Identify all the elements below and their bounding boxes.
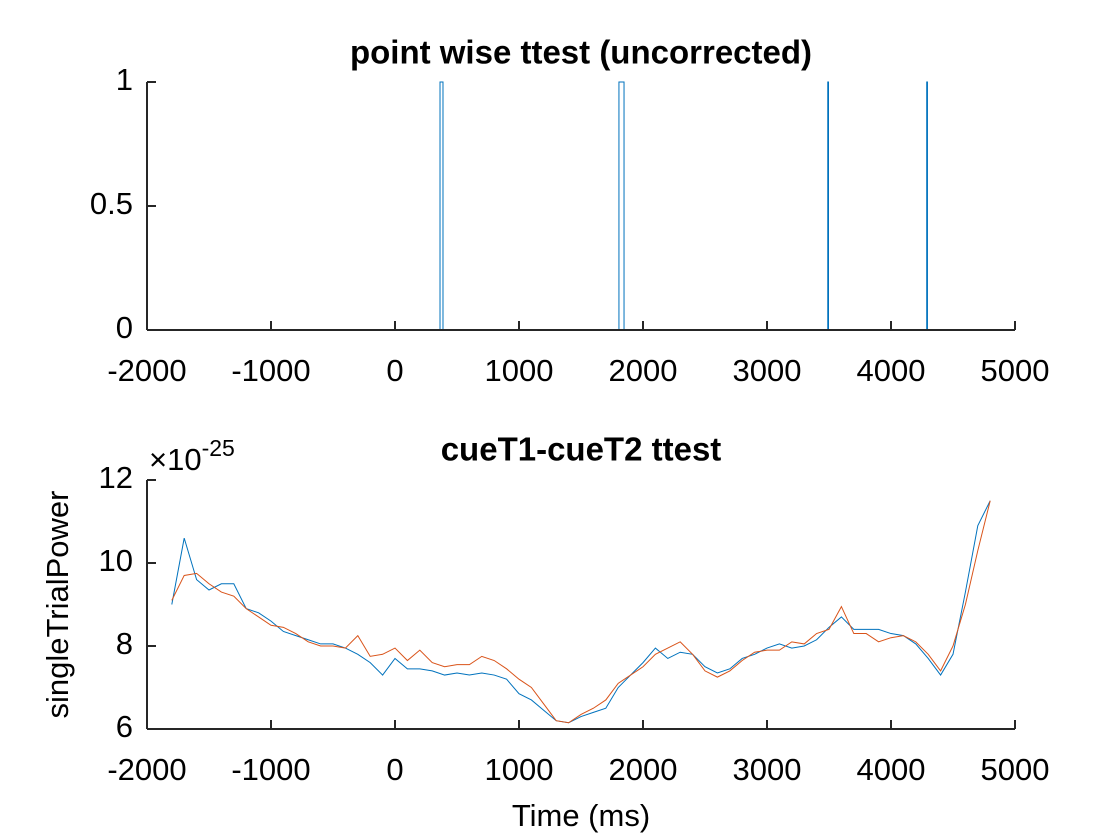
x-tick-label: 4000: [857, 752, 926, 787]
y-tick-label: 6: [116, 709, 133, 744]
data-line: [171, 500, 991, 724]
y-multiplier: ×10-25: [149, 435, 235, 477]
x-tick-label: 2000: [609, 752, 678, 787]
x-tick-label: 5000: [981, 752, 1050, 787]
x-tick-label: -2000: [107, 752, 186, 787]
x-tick-label: 3000: [733, 752, 802, 787]
y-tick-label: 10: [99, 543, 133, 578]
chart-title: point wise ttest (uncorrected): [350, 34, 812, 71]
y-tick-label: 8: [116, 626, 133, 661]
x-tick-label: 4000: [857, 353, 926, 388]
x-tick-label: 1000: [485, 752, 554, 787]
x-tick-label: 0: [386, 752, 403, 787]
y-tick-label: 0.5: [90, 186, 133, 221]
chart-title: cueT1-cueT2 ttest: [441, 431, 722, 468]
x-tick-label: 1000: [485, 353, 554, 388]
x-tick-label: -1000: [231, 752, 310, 787]
data-line: [171, 500, 991, 724]
x-tick-label: -1000: [231, 353, 310, 388]
y-tick-label: 12: [99, 460, 133, 495]
multiplier-exponent: -25: [202, 435, 235, 461]
y-tick-label: 0: [116, 310, 133, 345]
x-tick-label: 5000: [981, 353, 1050, 388]
x-tick-label: -2000: [107, 353, 186, 388]
x-tick-label: 0: [386, 353, 403, 388]
x-tick-label: 3000: [733, 353, 802, 388]
multiplier-base: ×10: [149, 442, 202, 477]
x-axis-label: Time (ms): [512, 798, 650, 833]
y-axis-label: singleTrialPower: [40, 491, 75, 719]
x-tick-label: 2000: [609, 353, 678, 388]
y-tick-label: 1: [116, 62, 133, 97]
